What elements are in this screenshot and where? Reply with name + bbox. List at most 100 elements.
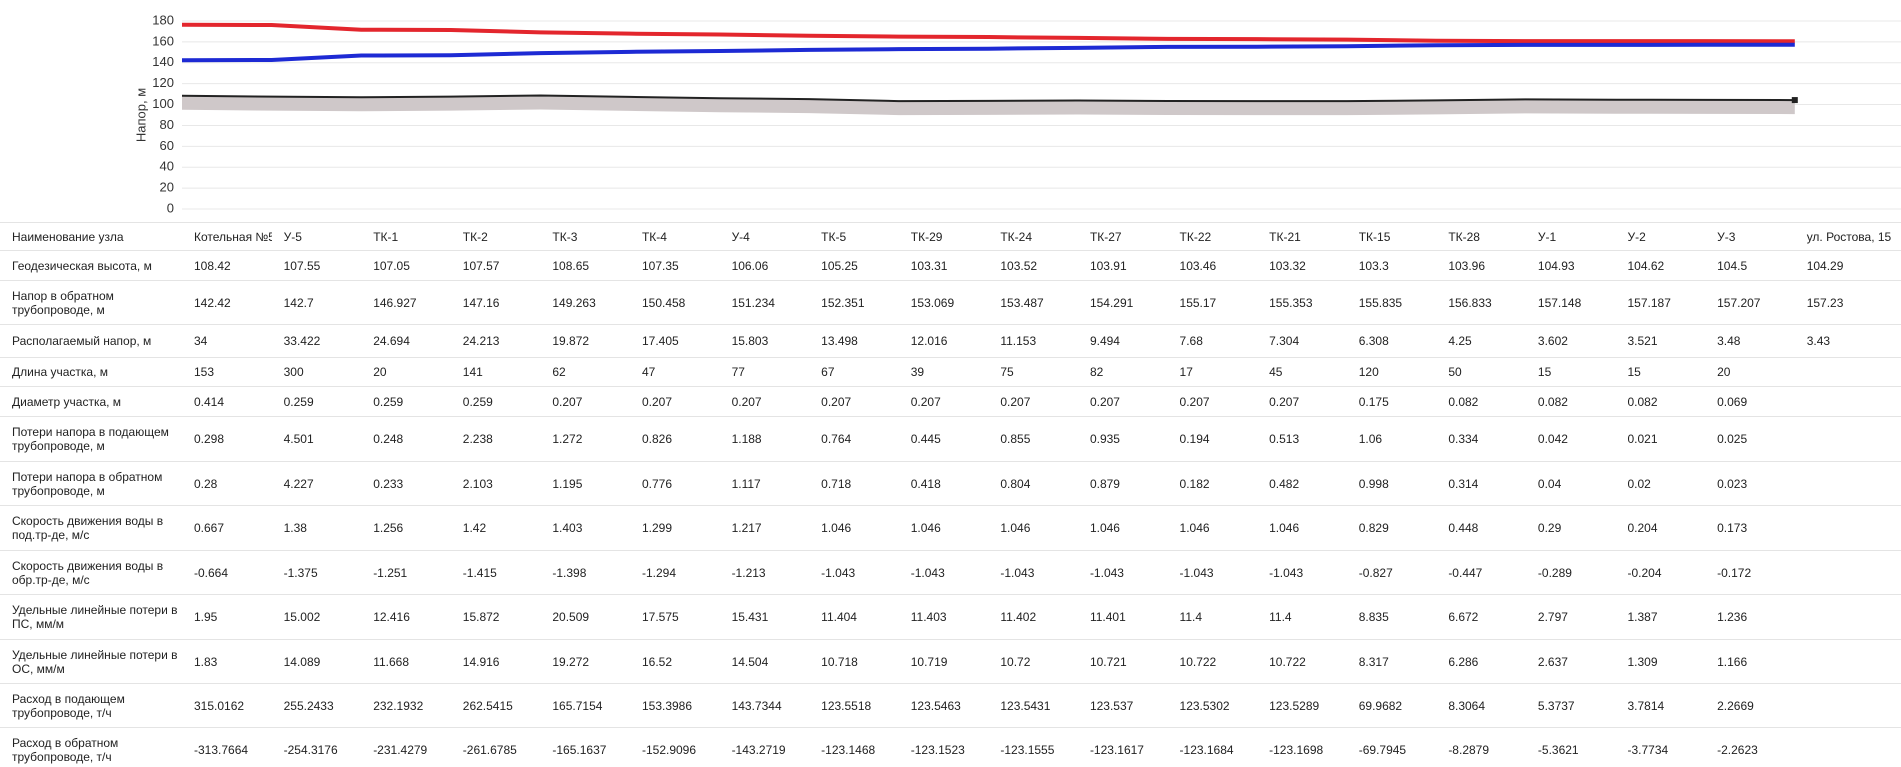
table-row: Потери напора в обратном трубопроводе, м…	[0, 461, 1901, 506]
cell: ТК-1	[361, 222, 451, 251]
cell: 157.207	[1705, 280, 1795, 325]
y-tick-label: 20	[160, 180, 174, 195]
cell: 11.401	[1077, 594, 1168, 640]
cell: 8.317	[1346, 639, 1437, 684]
cell: 141	[450, 357, 541, 387]
cell: 1.38	[271, 505, 362, 551]
cell	[1794, 505, 1901, 551]
cell: 105.25	[809, 250, 899, 281]
row-label: Расход в обратном трубопроводе, т/ч	[0, 727, 182, 767]
cell: 255.2433	[271, 683, 362, 728]
cell: -254.3176	[271, 727, 362, 767]
cell: 0.069	[1705, 386, 1795, 417]
cell: 10.719	[898, 639, 989, 684]
y-tick-label: 120	[152, 75, 174, 90]
cell: 1.188	[719, 416, 810, 462]
cell: 2.2669	[1705, 683, 1795, 728]
cell: -1.043	[988, 550, 1078, 595]
cell: 0.29	[1525, 505, 1616, 551]
cell: 11.403	[898, 594, 989, 640]
cell: 0.207	[1167, 386, 1258, 417]
cell: -0.827	[1346, 550, 1437, 595]
cell: 0.804	[988, 461, 1078, 506]
cell: 12.416	[361, 594, 451, 640]
cell: 1.83	[182, 639, 272, 684]
cell: 153.3986	[629, 683, 720, 728]
cell	[1794, 461, 1901, 506]
cell: 17.405	[629, 324, 720, 358]
cell: 0.259	[361, 386, 451, 417]
cell: -1.043	[1167, 550, 1258, 595]
cell: 107.57	[450, 250, 541, 281]
cell: 155.353	[1257, 280, 1347, 325]
cell: 300	[271, 357, 362, 387]
cell: 0.175	[1346, 386, 1437, 417]
cell: 104.29	[1794, 250, 1901, 281]
cell: 2.637	[1525, 639, 1616, 684]
cell: 262.5415	[450, 683, 541, 728]
cell: 11.402	[988, 594, 1078, 640]
cell: -123.1523	[898, 727, 989, 767]
cell: 15.002	[271, 594, 362, 640]
cell: 0.298	[182, 416, 272, 462]
row-label: Удельные линейные потери в ПС, мм/м	[0, 594, 182, 640]
cell: 10.722	[1167, 639, 1258, 684]
cell: 0.418	[898, 461, 989, 506]
cell: 0.207	[809, 386, 899, 417]
cell: 123.5289	[1257, 683, 1347, 728]
cell: 1.95	[182, 594, 272, 640]
cell: 150.458	[629, 280, 720, 325]
cell: 77	[719, 357, 810, 387]
cell: 123.5518	[809, 683, 899, 728]
cell: -1.213	[719, 550, 810, 595]
cell: 1.166	[1705, 639, 1795, 684]
cell: -0.172	[1705, 550, 1795, 595]
cell: 1.046	[809, 505, 899, 551]
table-row: Располагаемый напор, м 34 33.422 24.694 24.2…	[0, 324, 1901, 358]
cell: 1.046	[898, 505, 989, 551]
row-label: Скорость движения воды в под.тр-де, м/с	[0, 505, 182, 551]
cell: 3.521	[1615, 324, 1706, 358]
cell: 0.764	[809, 416, 899, 462]
cell: 1.195	[540, 461, 630, 506]
cell: 47	[629, 357, 720, 387]
cell: 15.431	[719, 594, 810, 640]
cell: 142.7	[271, 280, 362, 325]
cell: -1.043	[898, 550, 989, 595]
cell: 123.5302	[1167, 683, 1258, 728]
cell: 67	[809, 357, 899, 387]
cell: 14.089	[271, 639, 362, 684]
y-tick-label: 40	[160, 159, 174, 174]
cell: -1.415	[450, 550, 541, 595]
cell: 34	[182, 324, 272, 358]
cell: -1.043	[1077, 550, 1168, 595]
cell: У-1	[1525, 222, 1616, 251]
cell: 1.387	[1615, 594, 1706, 640]
table-row: Расход в подающем трубопроводе, т/ч 315.0…	[0, 683, 1901, 728]
cell: 120	[1346, 357, 1437, 387]
cell: 153.487	[988, 280, 1078, 325]
cell: 106.06	[719, 250, 810, 281]
cell: 0.082	[1436, 386, 1526, 417]
row-label: Потери напора в обратном трубопроводе, м	[0, 461, 182, 506]
cell: У-3	[1705, 222, 1795, 251]
cell: 69.9682	[1346, 683, 1437, 728]
cell: 0.776	[629, 461, 720, 506]
cell: 33.422	[271, 324, 362, 358]
cell: 107.05	[361, 250, 451, 281]
cell: 107.55	[271, 250, 362, 281]
cell: 0.826	[629, 416, 720, 462]
cell: 0.334	[1436, 416, 1526, 462]
cell: 2.797	[1525, 594, 1616, 640]
cell: 0.207	[1257, 386, 1347, 417]
cell: 4.501	[271, 416, 362, 462]
cell: 1.272	[540, 416, 630, 462]
cell: 20	[1705, 357, 1795, 387]
y-tick-label: 0	[167, 200, 174, 215]
y-tick-label: 80	[160, 117, 174, 132]
table-row: Расход в обратном трубопроводе, т/ч -313.…	[0, 727, 1901, 767]
cell: 14.916	[450, 639, 541, 684]
cell: 7.304	[1257, 324, 1347, 358]
cell: 1.42	[450, 505, 541, 551]
